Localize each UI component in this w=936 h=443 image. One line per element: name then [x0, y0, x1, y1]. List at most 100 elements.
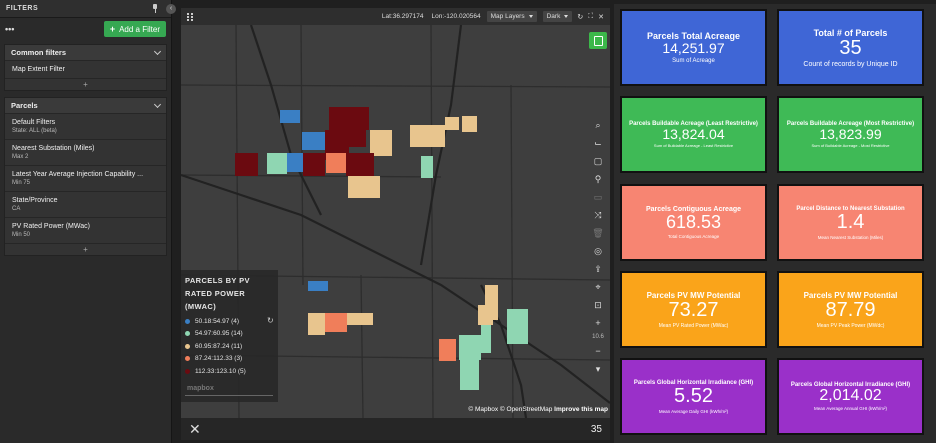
chevron-down-icon[interactable]	[153, 100, 162, 108]
filter-group-header[interactable]: Common filters	[5, 45, 166, 61]
legend-label: 87.24:112.33 (3)	[195, 355, 243, 363]
legend-swatch	[185, 331, 190, 337]
filters-header: FILTERS	[0, 0, 171, 18]
legend-label: 112.33:123.10 (5)	[195, 367, 246, 375]
chevron-down-icon[interactable]	[153, 47, 162, 55]
legend-item[interactable]: 87.24:112.33 (3)	[185, 353, 274, 366]
longitude-readout: Lon:-120.020564	[431, 13, 481, 20]
metrics-panel: Parcels Total Acreage 14,251.97 Sum of A…	[614, 4, 936, 443]
plus-icon: +	[109, 24, 116, 34]
card-title: Parcel Distance to Nearest Substation	[796, 205, 905, 212]
pin-icon[interactable]	[151, 3, 159, 14]
polygon-select-icon[interactable]: ▭	[593, 192, 603, 202]
legend-swatch	[185, 318, 190, 324]
legend-item[interactable]: 112.33:123.10 (5)	[185, 365, 274, 378]
card-value: 2,014.02	[819, 386, 882, 404]
legend-item[interactable]: 50.18:54.97 (4)	[185, 315, 274, 328]
zoom-level: 10.6	[592, 334, 604, 340]
parcel-polygons[interactable]	[235, 107, 528, 390]
legend-item[interactable]: 60.95:87.24 (11)	[185, 340, 274, 353]
legend-refresh-icon[interactable]: ↻	[267, 316, 274, 325]
select-box-icon[interactable]: ▢	[593, 156, 603, 166]
add-filter-button[interactable]: + Add a Filter	[103, 21, 166, 37]
zoom-extent-icon[interactable]: ⊡	[594, 300, 602, 310]
mapbox-logo: mapbox	[187, 385, 214, 392]
card-title: Parcels Buildable Acreage (Least Restric…	[629, 120, 758, 127]
add-common-filter-button[interactable]: +	[83, 80, 88, 89]
legend-divider	[185, 395, 273, 396]
card-subtitle: Count of records by Unique ID	[803, 60, 898, 68]
card-value: 14,251.97	[662, 40, 725, 57]
filter-item-label: Default Filters	[12, 119, 56, 126]
filter-item-value: Min 75	[12, 180, 31, 186]
zoom-in-icon[interactable]: +	[595, 318, 601, 328]
card-pv-mw-dc[interactable]: Parcels PV MW Potential 87.79 Mean PV Pe…	[777, 271, 924, 348]
card-buildable-least[interactable]: Parcels Buildable Acreage (Least Restric…	[620, 96, 767, 173]
legend-item[interactable]: 54.97:60.95 (14)	[185, 328, 274, 341]
refresh-icon[interactable]: ↻	[577, 13, 584, 21]
location-pin-icon[interactable]: ⚲	[594, 174, 602, 184]
card-value: 13,824.04	[662, 125, 725, 142]
card-subtitle: Sum of Acreage	[672, 57, 715, 64]
buffer-icon[interactable]: ◎	[594, 246, 602, 256]
card-contiguous-acreage[interactable]: Parcels Contiguous Acreage 618.53 Total …	[620, 184, 767, 261]
card-total-acreage[interactable]: Parcels Total Acreage 14,251.97 Sum of A…	[620, 9, 767, 86]
map-view-toggle-button[interactable]	[589, 32, 607, 49]
legend-swatch	[185, 343, 190, 349]
chevron-down-icon	[564, 15, 569, 18]
card-pv-mw-ac[interactable]: Parcels PV MW Potential 73.27 Mean PV Ra…	[620, 271, 767, 348]
filters-sidebar: FILTERS ‹ ••• + Add a Filter Common filt…	[0, 0, 176, 443]
map-layers-label: Map Layers	[490, 13, 525, 20]
card-total-parcels[interactable]: Total # of Parcels 35 Count of records b…	[777, 9, 924, 86]
filter-item-label: PV Rated Power (MWac)	[12, 223, 90, 230]
improve-map-link[interactable]: Improve this map	[554, 406, 608, 413]
close-icon[interactable]: ✕	[189, 421, 201, 437]
map-theme-dropdown[interactable]: Dark	[542, 11, 573, 22]
close-icon[interactable]: ✕	[598, 13, 604, 21]
filter-item-nearest-substation[interactable]: Nearest Substation (Miles) Max 2	[5, 140, 166, 166]
legend-swatch	[185, 368, 190, 374]
more-options-icon[interactable]: •••	[5, 24, 15, 34]
card-value: 87.79	[825, 298, 876, 321]
zoom-out-icon[interactable]: −	[595, 346, 601, 356]
filter-group-header[interactable]: Parcels	[5, 98, 166, 114]
card-value: 1.4	[836, 210, 865, 233]
filter-item-state[interactable]: State/Province CA	[5, 192, 166, 218]
map-canvas[interactable]	[181, 25, 610, 418]
compass-icon[interactable]: ▾	[595, 364, 601, 374]
filter-group-title: Common filters	[11, 48, 67, 57]
upload-icon[interactable]: ⇪	[594, 264, 602, 274]
chevron-down-icon	[528, 15, 533, 18]
collapse-sidebar-button[interactable]: ‹	[166, 4, 176, 14]
filter-group-title: Parcels	[11, 101, 38, 110]
map-toolbar: ⌕ ⌙ ▢ ⚲ ▭ ⤨ 🗑 ◎ ⇪ ⌖ ⊡ + 10.6 − ▾	[589, 118, 607, 376]
card-title: Parcels PV MW Potential	[646, 290, 741, 300]
legend-swatch	[185, 356, 190, 362]
filter-item-map-extent[interactable]: Map Extent Filter	[5, 61, 166, 79]
map-view[interactable]: Lat:36.297174 Lon:-120.020564 Map Layers…	[181, 8, 610, 418]
card-title: Parcels Total Acreage	[646, 31, 741, 42]
filter-item-default[interactable]: Default Filters State: ALL (beta)	[5, 114, 166, 140]
card-value: 5.52	[674, 384, 713, 407]
map-layers-dropdown[interactable]: Map Layers	[486, 11, 537, 22]
fullscreen-icon[interactable]: ⛶	[588, 12, 594, 20]
add-parcels-filter-button[interactable]: +	[83, 245, 88, 254]
card-buildable-most[interactable]: Parcels Buildable Acreage (Most Restrict…	[777, 96, 924, 173]
drag-handle-icon[interactable]	[187, 13, 193, 21]
card-distance-substation[interactable]: Parcel Distance to Nearest Substation 1.…	[777, 184, 924, 261]
filter-item-value: CA	[12, 206, 21, 212]
trash-icon[interactable]: 🗑	[592, 228, 604, 238]
split-icon[interactable]: ⤨	[594, 210, 602, 220]
map-legend: PARCELS BY PV RATED POWER (MWAC) 50.18:5…	[181, 270, 278, 402]
measure-icon[interactable]: ⌙	[594, 138, 602, 148]
card-ghi-annual[interactable]: Parcels Global Horizontal Irradiance (GH…	[777, 358, 924, 435]
card-ghi-daily[interactable]: Parcels Global Horizontal Irradiance (GH…	[620, 358, 767, 435]
filter-item-injection-capability[interactable]: Latest Year Average Injection Capability…	[5, 166, 166, 192]
filter-item-value: Min 50	[12, 232, 31, 238]
cursor-coordinates: Lat:36.297174 Lon:-120.020564	[382, 13, 481, 20]
filter-item-pv-rated-power[interactable]: PV Rated Power (MWac) Min 50	[5, 218, 166, 244]
filter-item-value: Max 2	[12, 154, 29, 160]
search-icon[interactable]: ⌕	[595, 120, 601, 130]
card-value: 13,823.99	[819, 125, 882, 142]
locate-icon[interactable]: ⌖	[595, 282, 601, 292]
